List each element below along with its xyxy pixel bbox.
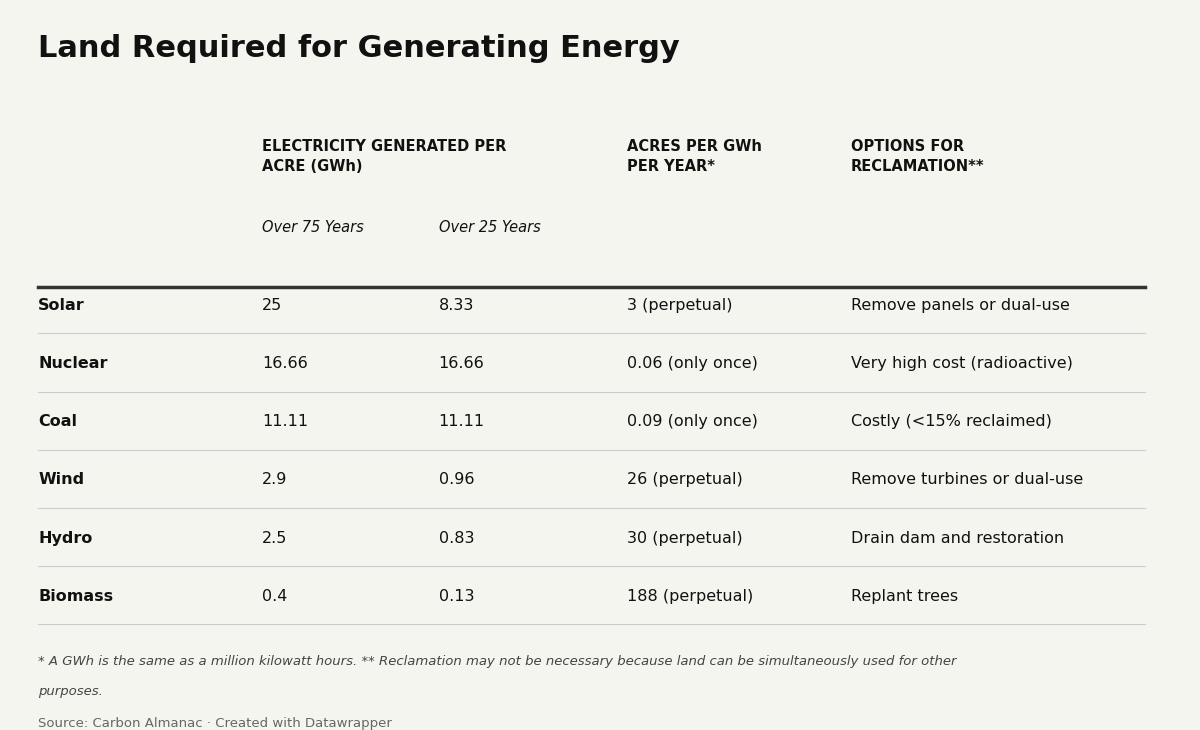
Text: Land Required for Generating Energy: Land Required for Generating Energy bbox=[38, 34, 680, 64]
Text: Over 75 Years: Over 75 Years bbox=[262, 220, 364, 235]
Text: Coal: Coal bbox=[38, 415, 77, 429]
Text: * A GWh is the same as a million kilowatt hours. ** Reclamation may not be neces: * A GWh is the same as a million kilowat… bbox=[38, 656, 956, 668]
Text: Biomass: Biomass bbox=[38, 589, 113, 604]
Text: 0.4: 0.4 bbox=[262, 589, 287, 604]
Text: Over 25 Years: Over 25 Years bbox=[439, 220, 540, 235]
Text: Replant trees: Replant trees bbox=[851, 589, 958, 604]
Text: Remove turbines or dual-use: Remove turbines or dual-use bbox=[851, 472, 1084, 488]
Text: Very high cost (radioactive): Very high cost (radioactive) bbox=[851, 356, 1073, 371]
Text: ELECTRICITY GENERATED PER
ACRE (GWh): ELECTRICITY GENERATED PER ACRE (GWh) bbox=[262, 139, 506, 174]
Text: 0.13: 0.13 bbox=[439, 589, 474, 604]
Text: 0.83: 0.83 bbox=[439, 531, 474, 545]
Text: 8.33: 8.33 bbox=[439, 298, 474, 313]
Text: Nuclear: Nuclear bbox=[38, 356, 108, 371]
Text: Hydro: Hydro bbox=[38, 531, 92, 545]
Text: 11.11: 11.11 bbox=[262, 415, 308, 429]
Text: Drain dam and restoration: Drain dam and restoration bbox=[851, 531, 1064, 545]
Text: ACRES PER GWh
PER YEAR*: ACRES PER GWh PER YEAR* bbox=[628, 139, 762, 174]
Text: 2.9: 2.9 bbox=[262, 472, 287, 488]
Text: 0.06 (only once): 0.06 (only once) bbox=[628, 356, 758, 371]
Text: Solar: Solar bbox=[38, 298, 85, 313]
Text: 16.66: 16.66 bbox=[262, 356, 307, 371]
Text: 26 (perpetual): 26 (perpetual) bbox=[628, 472, 743, 488]
Text: 3 (perpetual): 3 (perpetual) bbox=[628, 298, 733, 313]
Text: Remove panels or dual-use: Remove panels or dual-use bbox=[851, 298, 1070, 313]
Text: Costly (<15% reclaimed): Costly (<15% reclaimed) bbox=[851, 415, 1052, 429]
Text: 0.09 (only once): 0.09 (only once) bbox=[628, 415, 758, 429]
Text: 25: 25 bbox=[262, 298, 282, 313]
Text: Wind: Wind bbox=[38, 472, 84, 488]
Text: 16.66: 16.66 bbox=[439, 356, 485, 371]
Text: 188 (perpetual): 188 (perpetual) bbox=[628, 589, 754, 604]
Text: Source: Carbon Almanac · Created with Datawrapper: Source: Carbon Almanac · Created with Da… bbox=[38, 717, 392, 730]
Text: 11.11: 11.11 bbox=[439, 415, 485, 429]
Text: 0.96: 0.96 bbox=[439, 472, 474, 488]
Text: OPTIONS FOR
RECLAMATION**: OPTIONS FOR RECLAMATION** bbox=[851, 139, 984, 174]
Text: purposes.: purposes. bbox=[38, 685, 103, 698]
Text: 30 (perpetual): 30 (perpetual) bbox=[628, 531, 743, 545]
Text: 2.5: 2.5 bbox=[262, 531, 287, 545]
